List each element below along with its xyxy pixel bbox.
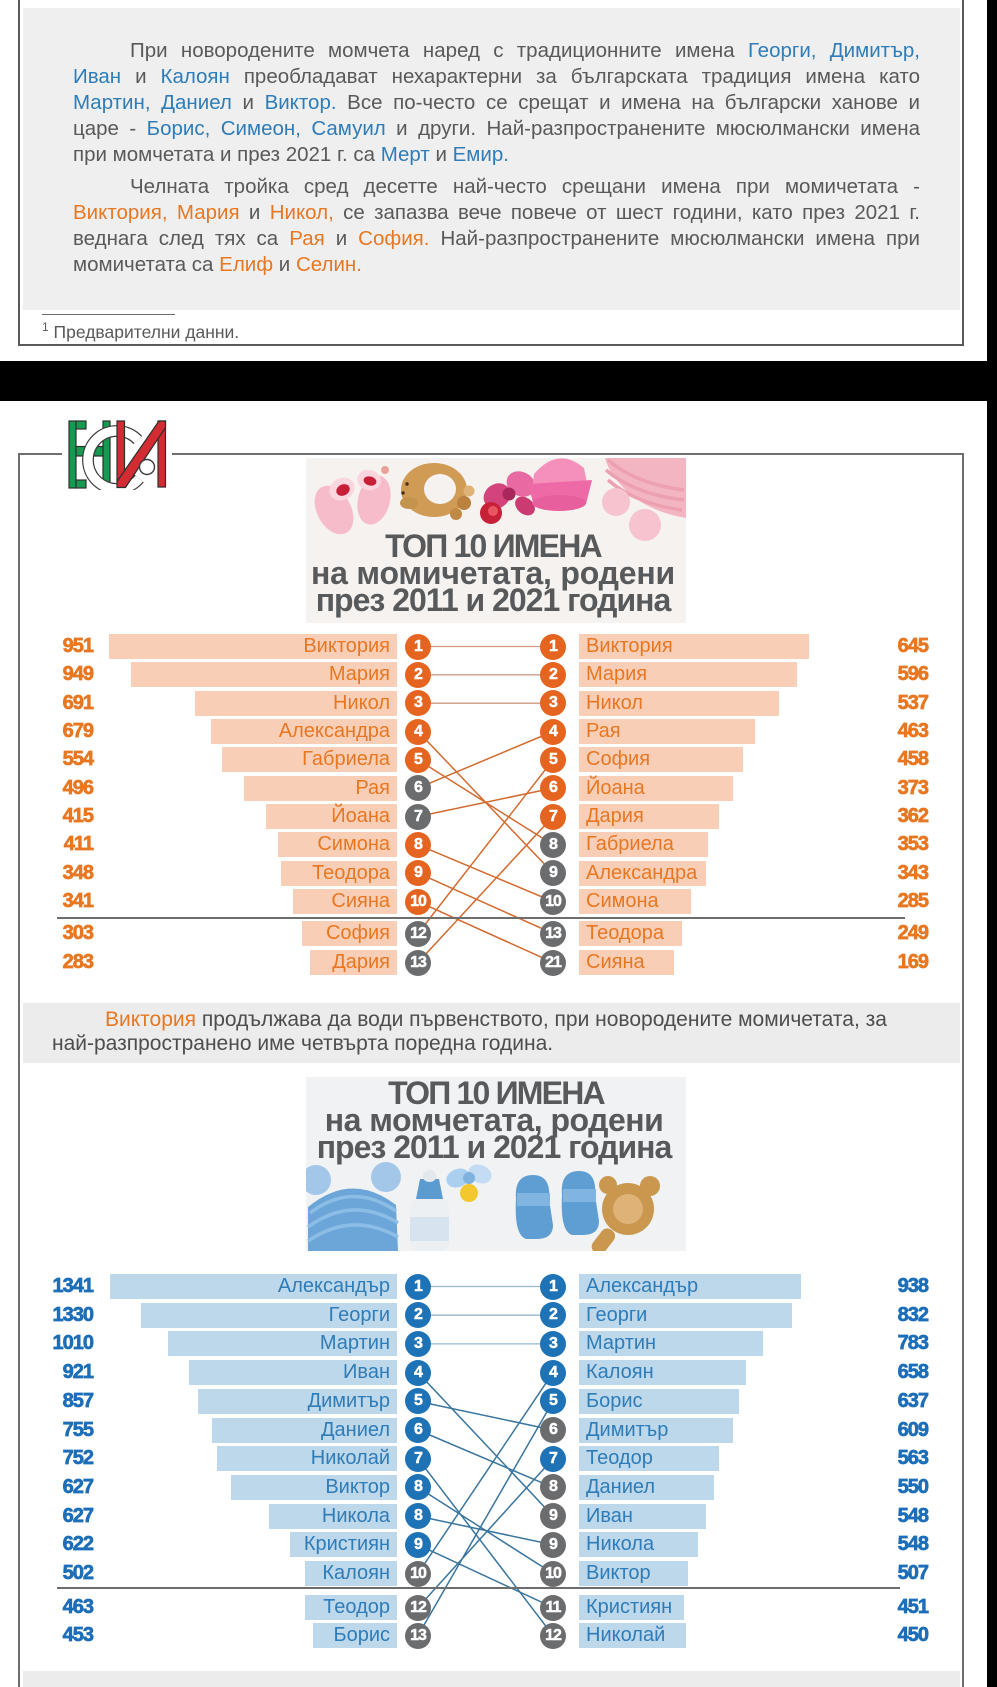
svg-text:през 2011 и 2021 година: през 2011 и 2021 година (316, 582, 672, 618)
svg-text:на момичетата, родени: на момичетата, родени (311, 555, 675, 591)
svg-text:ТОП 10 ИМЕНА: ТОП 10 ИМЕНА (388, 1077, 605, 1111)
svg-text:през 2011 и 2021 година: през 2011 и 2021 година (317, 1129, 673, 1165)
svg-text:на момчетата, родени: на момчетата, родени (325, 1102, 664, 1138)
svg-text:ТОП 10 ИМЕНА: ТОП 10 ИМЕНА (385, 528, 602, 564)
